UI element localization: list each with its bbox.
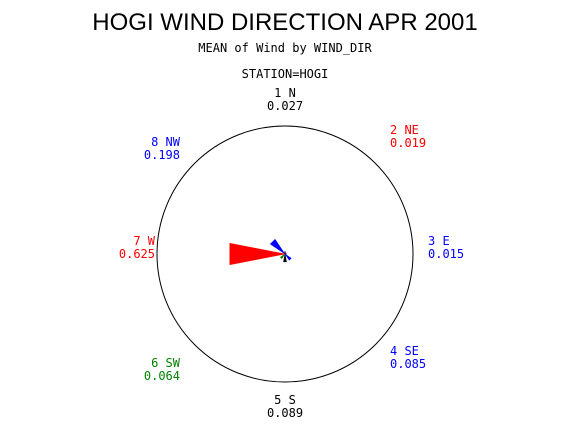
sector-1-n xyxy=(284,251,286,255)
direction-label-4-se: 4 SE xyxy=(390,344,419,358)
station-label: STATION=HOGI xyxy=(242,67,329,81)
sector-4-se xyxy=(284,253,292,261)
chart-subtitle: MEAN of Wind by WIND_DIR xyxy=(198,41,372,55)
direction-label-1-n: 1 N xyxy=(274,86,296,100)
direction-label-5-s: 5 S xyxy=(274,393,296,407)
sector-2-ne xyxy=(284,252,287,255)
chart-title: HOGI WIND DIRECTION APR 2001 xyxy=(92,9,477,36)
direction-value-8-nw: 0.198 xyxy=(144,148,180,162)
direction-label-3-e: 3 E xyxy=(428,234,450,248)
direction-value-3-e: 0.015 xyxy=(428,247,464,261)
rose-boundary-circle xyxy=(156,125,414,383)
direction-label-8-nw: 8 NW xyxy=(151,135,181,149)
direction-label-2-ne: 2 NE xyxy=(390,123,419,137)
sector-6-sw xyxy=(279,253,286,260)
direction-value-1-n: 0.027 xyxy=(267,99,303,113)
sector-8-nw xyxy=(269,238,286,255)
sector-3-e xyxy=(284,253,287,255)
direction-value-5-s: 0.089 xyxy=(267,406,303,420)
rose-sectors xyxy=(229,238,292,266)
direction-value-6-sw: 0.064 xyxy=(144,369,180,383)
sector-5-s xyxy=(283,253,287,263)
direction-value-4-se: 0.085 xyxy=(390,357,426,371)
direction-label-6-sw: 6 SW xyxy=(151,356,181,370)
direction-label-7-w: 7 W xyxy=(133,234,155,248)
sector-7-w xyxy=(229,242,286,266)
direction-value-7-w: 0.625 xyxy=(119,247,155,261)
direction-value-2-ne: 0.019 xyxy=(390,136,426,150)
